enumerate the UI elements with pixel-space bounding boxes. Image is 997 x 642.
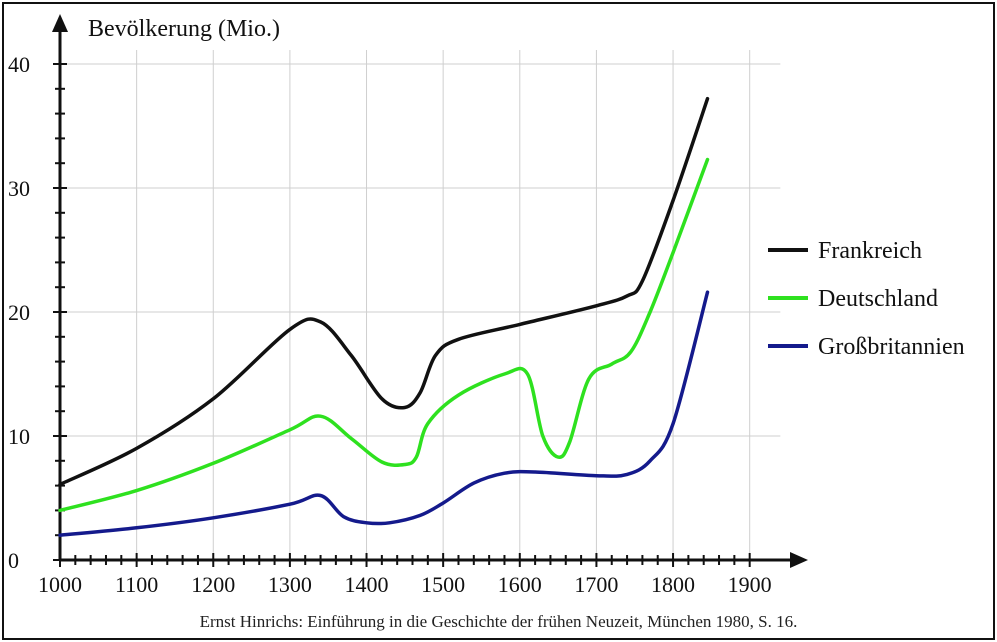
legend-label-grossbritannien: Großbritannien	[818, 334, 965, 360]
legend: Frankreich Deutschland Großbritannien	[768, 238, 965, 360]
x-tick-label: 1900	[728, 572, 772, 597]
series-line-frankreich	[58, 96, 710, 487]
y-tick-label: 20	[8, 300, 30, 325]
x-tick-label: 1700	[574, 572, 618, 597]
tick-labels: 0 10 20 30 40 1000 1100 1200 1300 1400 1500 1600 170…	[8, 52, 772, 597]
series-line-grossbritannien	[58, 290, 710, 537]
grid	[60, 50, 781, 560]
y-tick-label: 10	[8, 424, 30, 449]
source-caption: Ernst Hinrichs: Einführung in die Geschi…	[199, 612, 798, 631]
x-tick-label: 1300	[268, 572, 312, 597]
x-tick-label: 1100	[115, 572, 158, 597]
x-tick-label: 1500	[421, 572, 465, 597]
x-tick-label: 1400	[345, 572, 389, 597]
x-axis-arrow	[790, 552, 808, 568]
series-lines	[58, 96, 710, 537]
x-tick-label: 1600	[498, 572, 542, 597]
x-tick-label: 1800	[651, 572, 695, 597]
y-axis-label: Bevölkerung (Mio.)	[88, 16, 280, 42]
y-tick-label: 40	[8, 52, 30, 77]
series-line-deutschland	[58, 157, 710, 513]
x-tick-label: 1000	[38, 572, 82, 597]
x-tick-label: 1200	[191, 572, 235, 597]
y-tick-label: 30	[8, 176, 30, 201]
axes	[52, 14, 808, 568]
y-axis-arrow	[52, 14, 68, 32]
legend-label-deutschland: Deutschland	[818, 286, 938, 312]
legend-label-frankreich: Frankreich	[818, 238, 922, 264]
y-tick-label: 0	[8, 548, 19, 573]
